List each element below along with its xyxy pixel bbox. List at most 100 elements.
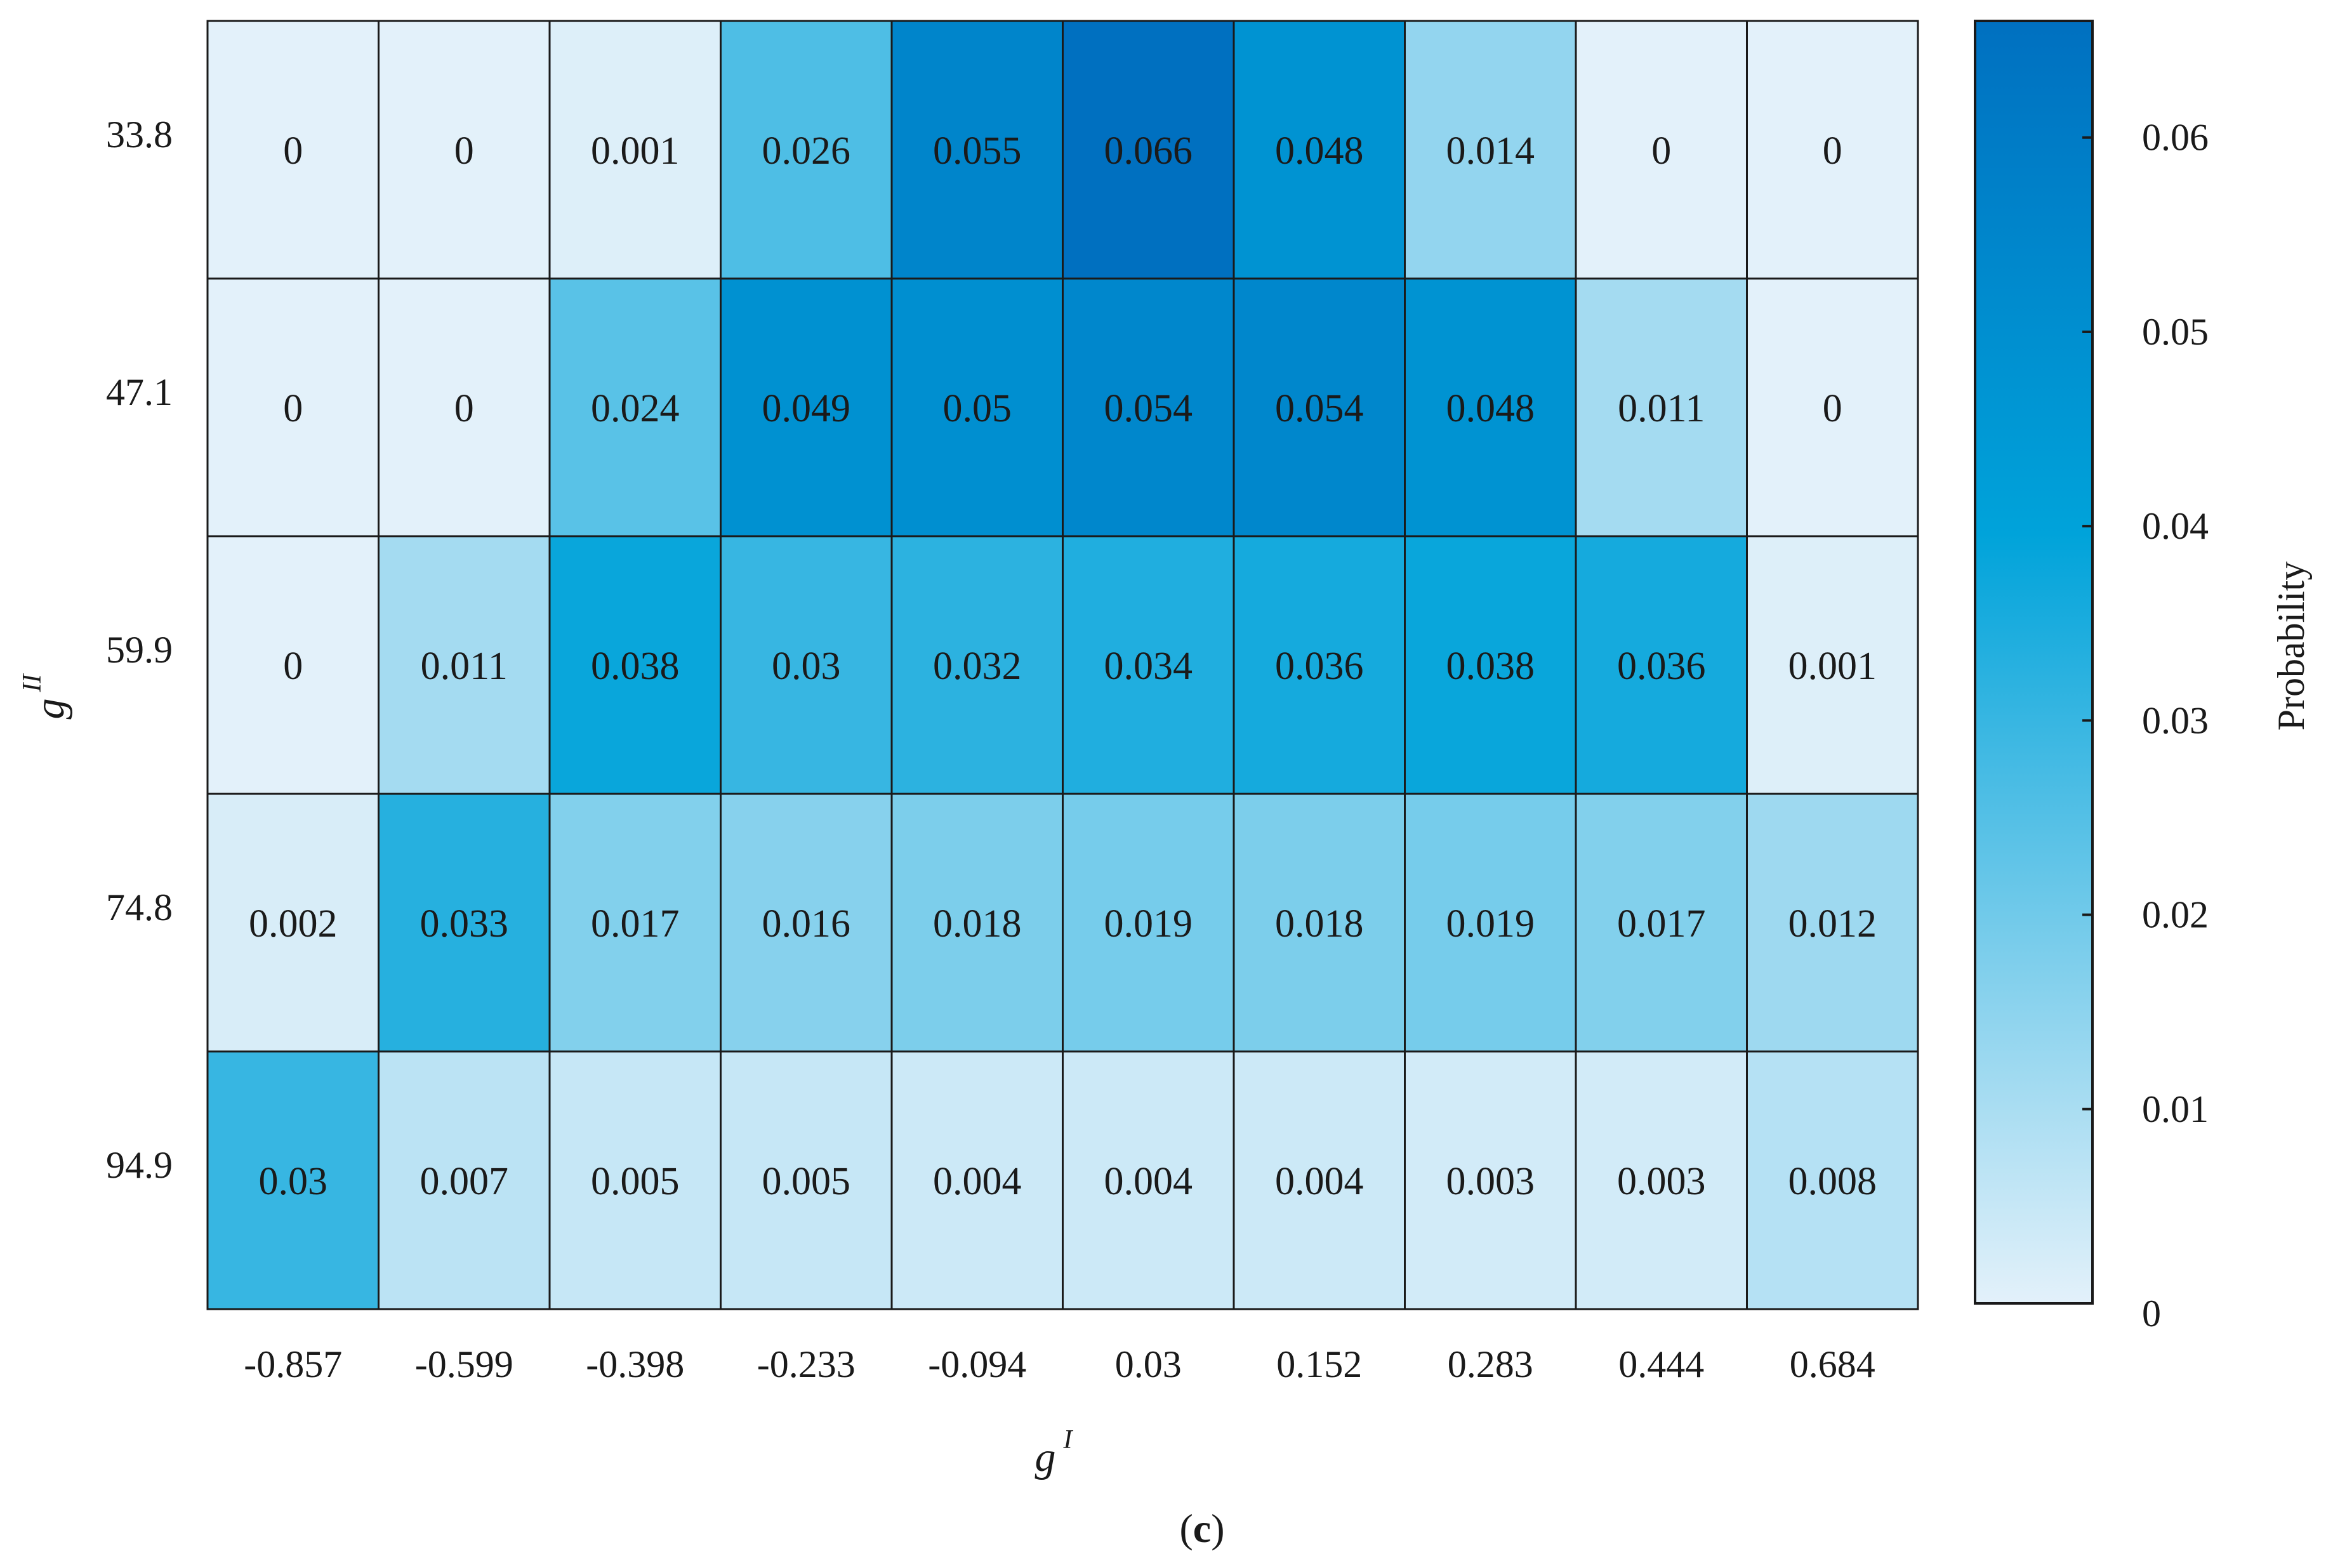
cell-value-label: 0.001 — [1788, 645, 1877, 688]
cell-value-label: 0.011 — [421, 645, 508, 688]
cell-value-label: 0.002 — [249, 902, 338, 945]
heatmap-cell — [890, 1050, 1064, 1310]
x-tick-label: 0.444 — [1618, 1343, 1704, 1385]
cell-value-label: 0.017 — [591, 902, 680, 945]
heatmap-cell — [1746, 793, 1919, 1053]
heatmap-cell — [1575, 793, 1748, 1053]
heatmap-cell — [548, 277, 722, 537]
cell-value-label: 0.03 — [772, 645, 841, 688]
cell-value-label: 0.007 — [420, 1160, 509, 1203]
y-axis-label: gII — [18, 673, 73, 720]
cell-value-label: 0.055 — [933, 129, 1022, 173]
cell-value-label: 0.011 — [1618, 387, 1705, 430]
heatmap-cell — [206, 1050, 380, 1310]
cell-value-label: 0.05 — [943, 387, 1012, 430]
heatmap-cell — [1575, 277, 1748, 537]
heatmap-cell-labels: 0 0 0.001 0.026 0.055 0.066 0.048 0.014 0 0 0 0 0.02… — [249, 129, 1877, 1203]
colorbar-tick-label: 0.04 — [2142, 505, 2209, 547]
cell-value-label: 0.017 — [1617, 902, 1706, 945]
x-tick-label: -0.857 — [244, 1343, 342, 1385]
cell-value-label: 0.054 — [1104, 387, 1193, 430]
heatmap-cell — [1062, 277, 1235, 537]
cell-value-label: 0.018 — [1275, 902, 1364, 945]
cell-value-label: 0.012 — [1788, 902, 1877, 945]
cell-value-label: 0 — [1823, 129, 1842, 173]
heatmap-cells — [206, 20, 1919, 1310]
heatmap-cell — [378, 1050, 551, 1310]
cell-value-label: 0.003 — [1446, 1160, 1535, 1203]
x-tick-label: 0.03 — [1115, 1343, 1182, 1385]
x-tick-label: 0.283 — [1448, 1343, 1533, 1385]
y-tick-label: 94.9 — [106, 1144, 173, 1186]
colorbar-tick-label: 0.01 — [2142, 1088, 2209, 1130]
cell-value-label: 0.016 — [762, 902, 851, 945]
y-tick-label: 74.8 — [106, 886, 173, 928]
cell-value-label: 0.008 — [1788, 1160, 1877, 1203]
colorbar-tick-label: 0 — [2142, 1293, 2161, 1334]
cell-value-label: 0.004 — [1275, 1160, 1364, 1203]
heatmap-cell — [890, 793, 1064, 1053]
cell-value-label: 0.005 — [762, 1160, 851, 1203]
heatmap-cell — [890, 20, 1064, 280]
heatmap-cell — [1404, 277, 1577, 537]
cell-value-label: 0.004 — [933, 1160, 1022, 1203]
y-tick-labels: 33.8 47.1 59.9 74.8 94.9 — [106, 114, 173, 1186]
heatmap-cell — [548, 535, 722, 795]
heatmap-cell — [1746, 535, 1919, 795]
cell-value-label: 0.036 — [1275, 645, 1364, 688]
heatmap-cell — [720, 20, 893, 280]
heatmap-cell — [206, 793, 380, 1053]
heatmap-cell — [1062, 20, 1235, 280]
cell-value-label: 0.036 — [1617, 645, 1706, 688]
colorbar-tick-label: 0.05 — [2142, 311, 2209, 353]
heatmap-cell — [548, 20, 722, 280]
heatmap-cell — [1233, 535, 1406, 795]
heatmap-cell — [1404, 535, 1577, 795]
heatmap-cell — [720, 277, 893, 537]
cell-value-label: 0 — [1651, 129, 1671, 173]
cell-value-label: 0.054 — [1275, 387, 1364, 430]
heatmap-cell — [1233, 1050, 1406, 1310]
colorbar-tick-label: 0.02 — [2142, 894, 2209, 936]
cell-value-label: 0.03 — [259, 1160, 328, 1203]
y-tick-label: 33.8 — [106, 114, 173, 155]
cell-value-label: 0.034 — [1104, 645, 1193, 688]
cell-value-label: 0.026 — [762, 129, 851, 173]
cell-value-label: 0.005 — [591, 1160, 680, 1203]
cell-value-label: 0 — [283, 387, 303, 430]
heatmap-cell — [1233, 793, 1406, 1053]
heatmap-cell — [1404, 1050, 1577, 1310]
colorbar-label: Probability — [2270, 562, 2312, 731]
heatmap-cell — [890, 535, 1064, 795]
cell-value-label: 0 — [454, 129, 474, 173]
heatmap-cell — [378, 277, 551, 537]
heatmap-cell — [1404, 793, 1577, 1053]
y-axis-label-superscript: II — [18, 673, 47, 693]
cell-value-label: 0.004 — [1104, 1160, 1193, 1203]
heatmap-cell — [890, 277, 1064, 537]
cell-value-label: 0.038 — [591, 645, 680, 688]
y-tick-label: 59.9 — [106, 629, 173, 671]
x-tick-label: 0.684 — [1790, 1343, 1875, 1385]
cell-value-label: 0.032 — [933, 645, 1022, 688]
cell-value-label: 0.024 — [591, 387, 680, 430]
figure-caption: (c) — [1179, 1506, 1224, 1551]
cell-value-label: 0.018 — [933, 902, 1022, 945]
heatmap-cell — [1575, 1050, 1748, 1310]
cell-value-label: 0.014 — [1446, 129, 1535, 173]
cell-value-label: 0 — [283, 129, 303, 173]
cell-value-label: 0.038 — [1446, 645, 1535, 688]
heatmap-cell — [378, 535, 551, 795]
x-tick-label: 0.152 — [1276, 1343, 1362, 1385]
colorbar-ticks: 0 0.01 0.02 0.03 0.04 0.05 0.06 — [2082, 117, 2209, 1334]
heatmap-cell — [1575, 535, 1748, 795]
y-tick-label: 47.1 — [106, 371, 173, 413]
heatmap-cell — [1233, 277, 1406, 537]
cell-value-label: 0.003 — [1617, 1160, 1706, 1203]
cell-value-label: 0.019 — [1104, 902, 1193, 945]
cell-value-label: 0.019 — [1446, 902, 1535, 945]
heatmap-cell — [1746, 20, 1919, 280]
heatmap-cell — [1746, 1050, 1919, 1310]
